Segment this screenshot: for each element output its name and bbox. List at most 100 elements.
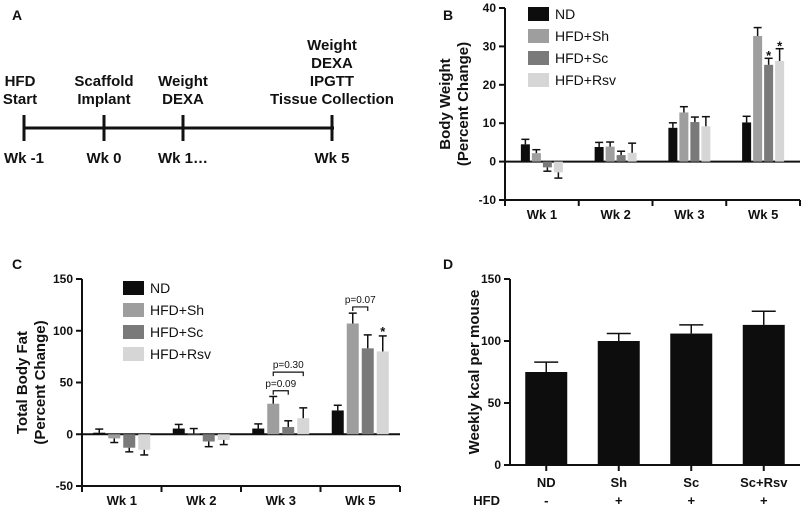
hfd-row-label: HFD bbox=[473, 493, 500, 508]
timeline-week-minus1: Wk -1 bbox=[4, 150, 44, 167]
panel-c-body-fat-chart: C -50 0 50 100 150 Wk 1 Wk 2 Wk 3 Wk 5 p=0.09 p=0.… bbox=[12, 256, 401, 508]
y-tick-label: 0 bbox=[66, 427, 73, 441]
bar-hfd-sh-wk-1 bbox=[531, 153, 541, 162]
bar-nd-wk-5 bbox=[742, 122, 752, 162]
bar-hfd-rsv-wk-3 bbox=[701, 126, 711, 162]
bar-hfd-sc-wk-2 bbox=[202, 434, 215, 442]
y-axis-title-line2: (Percent Change) bbox=[455, 42, 472, 166]
x-tick-label-wk-5: Wk 5 bbox=[748, 207, 778, 222]
hfd-indicator-sc: + bbox=[687, 493, 695, 508]
panel-label-c: C bbox=[12, 256, 22, 272]
bar-hfd-sh-wk-3 bbox=[267, 403, 280, 435]
bar-sh bbox=[597, 341, 640, 465]
legend-swatch-hfd-rsv bbox=[123, 347, 144, 361]
panel-d-kcal-chart: D 0 50 100 150 ND - Sh + Sc + Sc+Rsv + HFD Weekly kca… bbox=[443, 256, 800, 508]
bar-hfd-sh-wk-3 bbox=[679, 112, 689, 162]
y-tick-label: 0 bbox=[494, 458, 501, 472]
legend-swatch-hfd-sh bbox=[123, 303, 144, 317]
bar-hfd-sh-wk-1 bbox=[108, 434, 121, 439]
y-tick-label: 100 bbox=[481, 334, 501, 348]
y-axis-title: Total Body Fat bbox=[14, 331, 31, 434]
bar-hfd-sh-wk-2 bbox=[187, 433, 200, 435]
x-tick-label-wk-1: Wk 1 bbox=[527, 207, 557, 222]
y-tick-label: 30 bbox=[483, 39, 497, 53]
bar-hfd-sh-wk-5 bbox=[753, 36, 763, 162]
bar-hfd-rsv-wk-1 bbox=[553, 161, 563, 173]
bar-sc bbox=[670, 333, 713, 465]
bar-nd-wk-3 bbox=[252, 428, 265, 435]
timeline-week-5: Wk 5 bbox=[314, 150, 349, 167]
bar-nd-wk-5 bbox=[331, 410, 344, 435]
bar-nd-wk-1 bbox=[520, 144, 530, 162]
y-tick-label: 150 bbox=[481, 272, 501, 286]
y-tick-label: 50 bbox=[488, 396, 502, 410]
bar-hfd-sh-wk-5 bbox=[346, 323, 359, 435]
significance-star: * bbox=[766, 48, 772, 63]
legend-label-hfd-rsv: HFD+Rsv bbox=[150, 346, 211, 362]
y-tick-label: 40 bbox=[483, 1, 497, 15]
bar-hfd-rsv-wk-3 bbox=[297, 418, 310, 435]
legend-swatch-hfd-rsv bbox=[528, 73, 549, 87]
y-tick-label: -10 bbox=[479, 193, 497, 207]
bar-nd-wk-2 bbox=[594, 147, 604, 162]
legend-swatch-hfd-sh bbox=[528, 29, 549, 43]
bar-hfd-rsv-wk-2 bbox=[217, 434, 230, 440]
significance-star: * bbox=[380, 324, 386, 339]
timeline-event-final-line2: DEXA bbox=[311, 55, 353, 72]
panel-a-timeline: A HFD Start Scaffold Implant Weight DEXA… bbox=[3, 7, 394, 167]
legend-label-nd: ND bbox=[555, 6, 575, 22]
comparison-bracket bbox=[272, 390, 289, 395]
comparison-label-p-0-07: p=0.07 bbox=[345, 295, 376, 306]
y-axis-title: Weekly kcal per mouse bbox=[466, 290, 483, 455]
x-tick-label-wk-2: Wk 2 bbox=[600, 207, 630, 222]
y-tick-label: 20 bbox=[483, 78, 497, 92]
legend-label-hfd-sh: HFD+Sh bbox=[150, 302, 204, 318]
bar-hfd-sh-wk-2 bbox=[605, 146, 615, 162]
hfd-indicator-sh: + bbox=[615, 493, 623, 508]
y-tick-label: 0 bbox=[489, 155, 496, 169]
x-tick-label-wk-1: Wk 1 bbox=[107, 493, 137, 508]
panel-b-body-weight-chart: B -10 0 10 20 30 40 Wk 1 Wk 2 Wk 3 Wk 5 * * ND HFD+Sh… bbox=[437, 1, 801, 222]
legend-label-hfd-sh: HFD+Sh bbox=[555, 28, 609, 44]
comparison-bracket bbox=[352, 306, 369, 311]
bar-hfd-sc-wk-1 bbox=[542, 161, 552, 168]
x-tick-label-nd: ND bbox=[537, 475, 556, 490]
hfd-indicator-sc-rsv: + bbox=[760, 493, 768, 508]
x-tick-label-sc-rsv: Sc+Rsv bbox=[740, 475, 788, 490]
bar-hfd-sc-wk-5 bbox=[764, 64, 774, 162]
y-tick-label: 10 bbox=[483, 116, 497, 130]
bar-nd-wk-1 bbox=[93, 432, 106, 435]
x-tick-label-wk-3: Wk 3 bbox=[674, 207, 704, 222]
legend-label-hfd-rsv: HFD+Rsv bbox=[555, 72, 616, 88]
panel-label-a: A bbox=[12, 7, 22, 23]
timeline-week-0: Wk 0 bbox=[86, 150, 121, 167]
timeline-event-weight-line1: Weight bbox=[158, 73, 208, 90]
timeline-event-scaffold-line2: Implant bbox=[77, 91, 130, 108]
y-axis-title: Body Weight bbox=[437, 58, 454, 149]
bar-hfd-rsv-wk-1 bbox=[138, 434, 151, 450]
comparison-label-p-0-09: p=0.09 bbox=[265, 379, 296, 390]
legend-label-nd: ND bbox=[150, 280, 170, 296]
y-tick-label: -50 bbox=[56, 479, 74, 493]
bar-nd-wk-3 bbox=[668, 127, 678, 162]
y-tick-label: 100 bbox=[53, 324, 73, 338]
comparison-label-p-0-30: p=0.30 bbox=[273, 360, 304, 371]
legend-swatch-hfd-sc bbox=[528, 51, 549, 65]
bar-hfd-sc-wk-5 bbox=[361, 348, 374, 435]
y-tick-label: 50 bbox=[60, 376, 74, 390]
y-axis-title-line2: (Percent Change) bbox=[32, 320, 49, 444]
x-tick-label-wk-3: Wk 3 bbox=[266, 493, 296, 508]
timeline-event-scaffold-line1: Scaffold bbox=[74, 73, 133, 90]
bar-hfd-rsv-wk-5 bbox=[376, 351, 389, 435]
bar-hfd-sc-wk-2 bbox=[616, 155, 626, 162]
timeline-event-hfd-line1: HFD bbox=[5, 73, 36, 90]
legend-swatch-nd bbox=[528, 7, 549, 21]
timeline-event-final-line1: Weight bbox=[307, 37, 357, 54]
bar-nd bbox=[525, 372, 568, 465]
legend-swatch-nd bbox=[123, 281, 144, 295]
timeline-week-1: Wk 1… bbox=[158, 150, 208, 167]
bar-hfd-sc-wk-1 bbox=[123, 434, 136, 448]
timeline-event-hfd-line2: Start bbox=[3, 91, 37, 108]
y-tick-label: 150 bbox=[53, 272, 73, 286]
